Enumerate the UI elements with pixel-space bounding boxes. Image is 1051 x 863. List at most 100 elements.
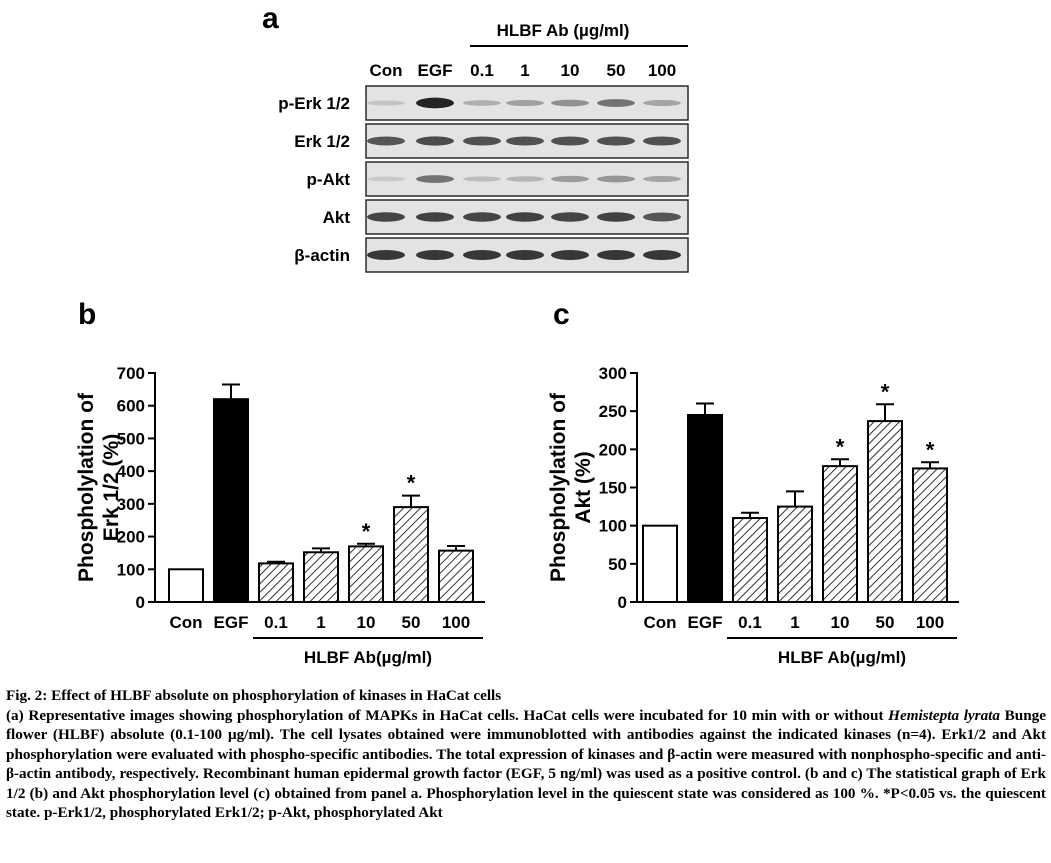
lane-label: 10	[561, 61, 580, 80]
x-tick-label: 10	[831, 613, 850, 632]
blot-band	[597, 136, 635, 146]
bar	[867, 420, 903, 603]
significance-marker: *	[881, 379, 890, 404]
x-group-label: HLBF Ab(µg/ml)	[304, 648, 432, 667]
blot-band	[463, 100, 501, 106]
blot-band	[506, 250, 544, 260]
x-tick-label: 50	[876, 613, 895, 632]
blot-band	[551, 99, 589, 107]
x-tick-label: 100	[442, 613, 470, 632]
blot-band	[367, 250, 405, 260]
lane-label: 0.1	[470, 61, 494, 80]
y-tick-label: 100	[117, 560, 145, 579]
x-tick-label: 0.1	[738, 613, 762, 632]
blot-band	[551, 212, 589, 222]
blot-row-label: Akt	[323, 208, 351, 227]
erk-phosphorylation-chart: 0 100 200 300 400 500 600 700 Phospholylation of…	[75, 364, 485, 667]
caption-text-1: (a) Representative images showing phosph…	[6, 706, 889, 724]
blot-band	[416, 136, 454, 146]
blot-band	[643, 212, 681, 222]
x-tick-label: 50	[402, 613, 421, 632]
blot-band	[416, 212, 454, 222]
bar	[642, 524, 678, 604]
x-tick-label: 1	[316, 613, 325, 632]
blot-strip	[365, 123, 689, 159]
y-tick-label: 0	[618, 593, 627, 612]
blot-strip	[365, 85, 689, 121]
y-tick-label: 150	[599, 479, 627, 498]
figure-caption: Fig. 2: Effect of HLBF absolute on phosp…	[6, 686, 1046, 823]
blot-band	[463, 136, 501, 146]
y-tick-label: 50	[608, 555, 627, 574]
y-tick-label: 500	[117, 429, 145, 448]
blot-band	[643, 99, 681, 107]
blot-band	[463, 250, 501, 260]
blot-row-label: p-Erk 1/2	[278, 94, 350, 113]
x-tick-label: 100	[916, 613, 944, 632]
blot-band	[597, 212, 635, 222]
significance-marker: *	[362, 519, 371, 544]
blot-band	[551, 136, 589, 146]
y-tick-label: 300	[117, 495, 145, 514]
y-tick-label: 250	[599, 402, 627, 421]
y-tick-label: 300	[599, 364, 627, 383]
blot-band	[506, 99, 544, 107]
bar	[777, 505, 813, 603]
y-axis-label: Phospholylation ofErk 1/2 (%)	[75, 392, 123, 582]
lane-label: 100	[648, 61, 676, 80]
hlbf-group-label: HLBF Ab (µg/ml)	[497, 21, 630, 40]
lane-label: EGF	[418, 61, 453, 80]
bar	[822, 465, 858, 603]
significance-marker: *	[407, 471, 416, 496]
lane-label: 50	[607, 61, 626, 80]
blot-band	[643, 250, 681, 260]
y-tick-label: 400	[117, 462, 145, 481]
blot-strip	[365, 161, 689, 197]
x-tick-label: EGF	[688, 613, 723, 632]
caption-title: Fig. 2: Effect of HLBF absolute on phosp…	[6, 687, 502, 704]
blot-band	[463, 212, 501, 222]
bar	[258, 562, 294, 604]
blot-band	[597, 99, 635, 107]
blot-band	[416, 97, 454, 109]
panel-a-letter: a	[262, 2, 279, 35]
blot-band	[643, 136, 681, 146]
significance-marker: *	[926, 437, 935, 462]
blot-band	[506, 176, 544, 182]
caption-body: (a) Representative images showing phosph…	[6, 706, 1046, 823]
x-tick-label: 10	[357, 613, 376, 632]
blot-band	[416, 175, 454, 183]
blot-band	[367, 212, 405, 222]
x-group-label: HLBF Ab(µg/ml)	[778, 648, 906, 667]
y-tick-label: 100	[599, 517, 627, 536]
y-tick-label: 700	[117, 364, 145, 383]
x-tick-label: 0.1	[264, 613, 288, 632]
panel-c-letter: c	[553, 298, 570, 331]
blot-band	[597, 175, 635, 183]
blot-band	[367, 100, 405, 106]
x-tick-label: Con	[643, 613, 676, 632]
western-blot-panel: HLBF Ab (µg/ml) Con EGF 0.1 1 10 50 100 p-Erk …	[278, 21, 689, 273]
blot-row-label: p-Akt	[307, 170, 351, 189]
bar	[348, 545, 384, 603]
blot-strip	[365, 199, 689, 235]
y-tick-label: 0	[136, 593, 145, 612]
lane-label: 1	[520, 61, 529, 80]
blot-band	[416, 250, 454, 260]
bar	[438, 549, 474, 603]
x-tick-label: Con	[169, 613, 202, 632]
significance-marker: *	[836, 434, 845, 459]
bar	[168, 568, 204, 603]
y-tick-label: 600	[117, 397, 145, 416]
blot-band	[506, 212, 544, 222]
caption-text-2: Bunge flower (HLBF) absolute (0.1-100 μg…	[6, 706, 1046, 822]
y-tick-label: 200	[117, 528, 145, 547]
caption-species: Hemistepta lyrata	[888, 706, 1000, 724]
bar	[687, 413, 723, 603]
panel-b-letter: b	[78, 298, 97, 331]
bar	[303, 551, 339, 604]
x-tick-label: 1	[790, 613, 799, 632]
blot-band	[367, 136, 405, 146]
y-tick-label: 200	[599, 440, 627, 459]
